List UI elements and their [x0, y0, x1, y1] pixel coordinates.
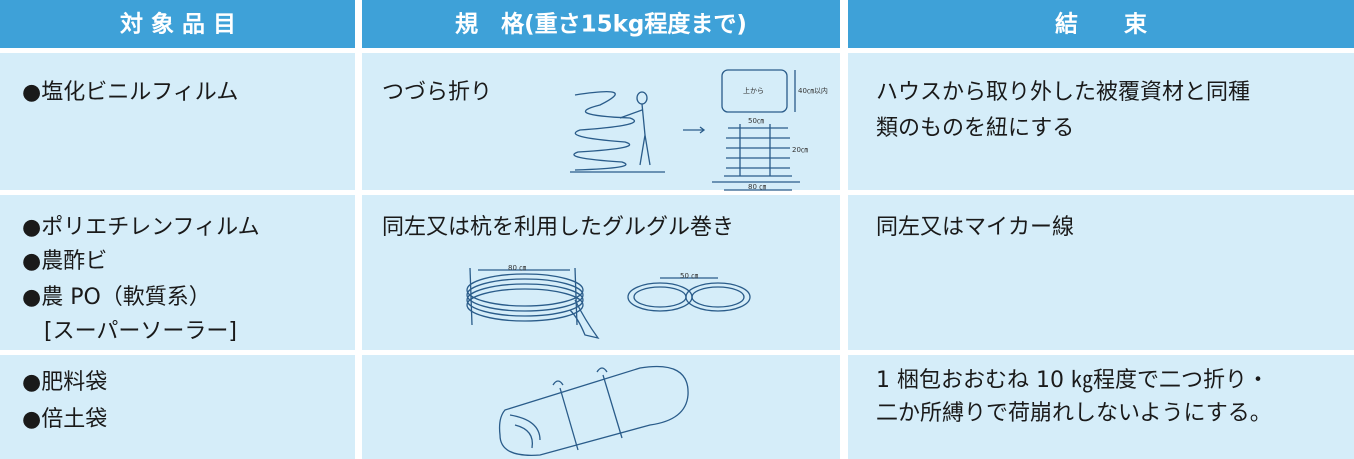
illustration-label: 80 ㎝ [748, 183, 766, 191]
binding: 1 梱包おおむね 10 ㎏程度で二つ折り・ [876, 368, 1269, 394]
binding: 同左又はマイカー線 [876, 215, 1074, 240]
cell [362, 355, 840, 459]
cell [0, 53, 355, 190]
spec: つづら折り [382, 80, 492, 105]
bag-illustration [498, 365, 689, 456]
item: ●塩化ビニルフィルム [22, 80, 238, 105]
spec: 同左又は杭を利用したグルグル巻き [382, 215, 734, 240]
cell [0, 195, 355, 350]
illustration-label: 80 ㎝ [508, 264, 526, 272]
cell [848, 355, 1354, 459]
item: ●ポリエチレンフィルム [22, 215, 260, 240]
header-text: 規 格(重さ15kg程度まで) [455, 11, 747, 38]
item: ●農酢ビ [22, 249, 107, 274]
binding: 二か所縛りで荷崩れしないようにする。 [876, 401, 1272, 426]
item: ●農 PO（軟質系） [22, 285, 211, 310]
illustration-label: 20㎝ [792, 146, 808, 154]
illustration-label: 50㎝ [748, 117, 764, 125]
illustration-label: 上から [743, 86, 764, 95]
illustration-label: 50 ㎝ [680, 272, 698, 280]
coil-illustration [466, 267, 751, 340]
cell [848, 195, 1354, 350]
cell [848, 53, 1354, 190]
header-cell [362, 0, 840, 48]
header-cells [0, 0, 1354, 48]
cell [0, 355, 355, 459]
folding-illustration [570, 69, 800, 191]
cell [362, 195, 840, 350]
illustration-label: 40㎝以内 [798, 86, 828, 95]
header-text: 結 束 [1055, 11, 1148, 38]
header-cell [0, 0, 355, 48]
header-cell [848, 0, 1354, 48]
header-text: 対 象 品 目 [120, 11, 236, 38]
body-cells [0, 53, 1354, 459]
cell [362, 53, 840, 190]
binding: 類のものを紐にする [876, 116, 1074, 141]
item: ●倍土袋 [22, 407, 107, 432]
item: ●肥料袋 [22, 370, 107, 395]
binding: ハウスから取り外した被覆資材と同種 [876, 80, 1250, 105]
item: [スーパーソーラー] [22, 319, 237, 344]
